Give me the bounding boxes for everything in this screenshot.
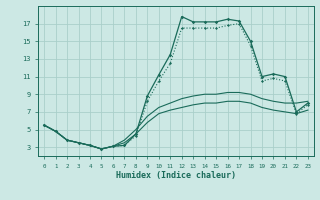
X-axis label: Humidex (Indice chaleur): Humidex (Indice chaleur) <box>116 171 236 180</box>
